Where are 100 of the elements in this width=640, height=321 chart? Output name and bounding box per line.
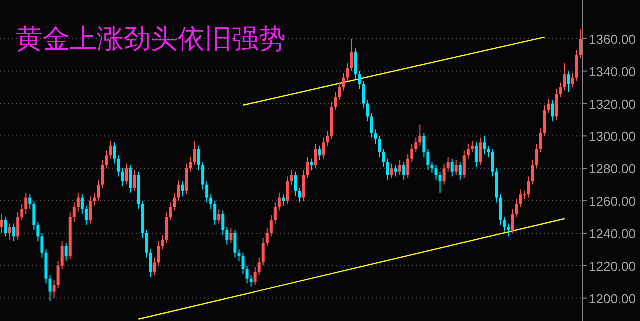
y-tick-label: 1240.00 <box>589 226 636 242</box>
candlestick <box>64 242 68 262</box>
candlestick <box>117 155 120 178</box>
candlestick <box>366 100 370 122</box>
candlestick <box>226 226 229 246</box>
candlestick <box>346 62 350 82</box>
y-tick-label: 1220.00 <box>589 258 636 274</box>
candlestick <box>133 170 136 192</box>
candlestick <box>322 137 326 160</box>
candlestick <box>519 189 522 208</box>
candlestick <box>414 137 418 153</box>
candlestick <box>52 280 56 299</box>
candlestick <box>358 70 362 90</box>
candlestick <box>499 194 502 226</box>
y-tick-label: 1280.00 <box>589 162 636 177</box>
candlestick <box>173 192 176 212</box>
candlestick <box>547 98 550 114</box>
candlestick <box>282 194 285 206</box>
candlestick <box>294 171 298 197</box>
candlestick <box>374 129 378 145</box>
candlestick <box>266 228 269 247</box>
candlestick <box>12 223 16 242</box>
candlestick <box>254 267 257 286</box>
candlestick <box>4 216 8 238</box>
candlestick <box>121 168 124 187</box>
candlestick <box>149 249 152 278</box>
candlestick <box>326 130 330 146</box>
candlestick <box>177 179 180 202</box>
candlestick <box>202 162 205 190</box>
candlestick <box>206 181 209 204</box>
candlestick <box>354 48 358 80</box>
candlestick <box>274 202 277 224</box>
candlestick <box>362 80 366 110</box>
candlestick <box>507 223 510 238</box>
candlestick <box>125 163 128 186</box>
candlestick <box>306 156 310 179</box>
candlestick <box>198 145 201 171</box>
candlestick <box>298 188 302 204</box>
candlestick <box>109 140 112 160</box>
candlestick <box>129 164 132 194</box>
candlestick <box>302 170 306 202</box>
candlestick <box>310 158 314 171</box>
candlestick <box>474 142 478 168</box>
candlestick <box>531 160 534 186</box>
candlestick <box>454 160 458 176</box>
candlestick <box>92 192 96 206</box>
candlestick <box>442 163 446 186</box>
candlestick <box>60 241 64 270</box>
candlestick <box>478 137 482 166</box>
candlestick <box>189 156 192 172</box>
candlestick <box>113 142 116 164</box>
candlestick <box>165 212 168 244</box>
candlestick <box>450 158 454 178</box>
candlestick <box>422 132 426 158</box>
candlestick <box>214 200 217 226</box>
candlestick <box>466 144 470 160</box>
candlestick <box>390 163 394 179</box>
candlestick <box>234 230 237 258</box>
candlestick <box>398 160 402 176</box>
candlestick <box>246 265 249 284</box>
candlestick <box>250 275 253 288</box>
candlestick <box>575 50 578 82</box>
candlestick <box>314 144 318 170</box>
candlestick <box>402 162 406 180</box>
candlestick <box>105 150 108 170</box>
candlestick <box>410 144 414 163</box>
y-tick-label: 1340.00 <box>589 64 636 80</box>
candlestick <box>487 145 490 158</box>
y-tick-label: 1200.00 <box>589 291 636 306</box>
candlestick <box>338 82 342 102</box>
candlestick <box>24 192 28 214</box>
candlestick <box>145 230 148 258</box>
candlestick <box>258 257 261 276</box>
candlestick <box>446 156 450 172</box>
candlestick <box>382 148 386 168</box>
candlestick <box>76 192 80 213</box>
candlestick <box>72 202 76 223</box>
candlestick <box>555 88 558 120</box>
candlestick <box>230 228 233 244</box>
candlestick <box>222 210 225 236</box>
candlestick <box>386 158 390 180</box>
candlestick <box>153 257 156 276</box>
candlestick <box>559 82 562 98</box>
candlestick <box>571 72 574 88</box>
candlestick <box>56 260 60 290</box>
candlestick <box>194 140 197 166</box>
candlestick <box>238 249 241 262</box>
y-tick-label: 1260.00 <box>589 194 636 210</box>
candlestick <box>210 194 213 210</box>
candlestick <box>438 171 442 194</box>
candlestick <box>515 198 518 218</box>
candlestick <box>88 196 92 224</box>
candlestick <box>539 128 542 153</box>
candlestick <box>16 212 20 240</box>
candlestick <box>278 192 281 212</box>
candlestick <box>181 181 184 197</box>
candlestick <box>551 100 554 122</box>
candlestick <box>36 222 40 242</box>
candlestick <box>185 163 188 196</box>
candlestick <box>370 112 374 138</box>
